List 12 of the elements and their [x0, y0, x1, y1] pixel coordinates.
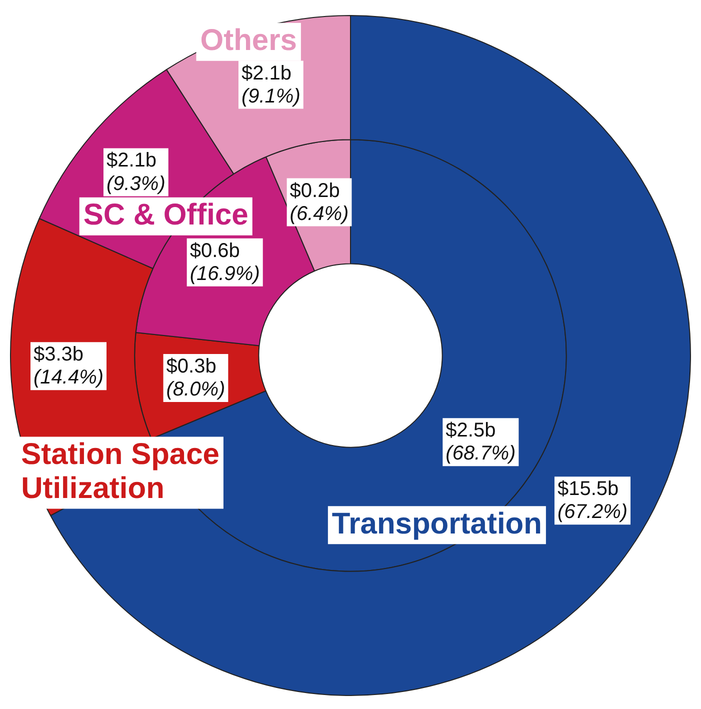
slice-label: Others — [200, 24, 297, 58]
data-label: $2.1b (9.3%) — [106, 150, 166, 195]
data-label: $2.1b (9.1%) — [241, 62, 300, 108]
slice-label: SC & Office — [83, 198, 248, 232]
data-label: $2.5b (68.7%) — [446, 420, 516, 465]
slice-label: Transportation — [332, 507, 542, 540]
slice-label: Station Space Utilization — [21, 438, 220, 506]
data-label: $0.3b (8.0%) — [166, 356, 226, 401]
data-label: $0.2b (6.4%) — [290, 180, 349, 225]
data-label: $15.5b (67.2%) — [557, 478, 628, 524]
data-label: $0.6b (16.9%) — [190, 240, 260, 285]
data-label: $3.3b (14.4%) — [33, 344, 104, 389]
